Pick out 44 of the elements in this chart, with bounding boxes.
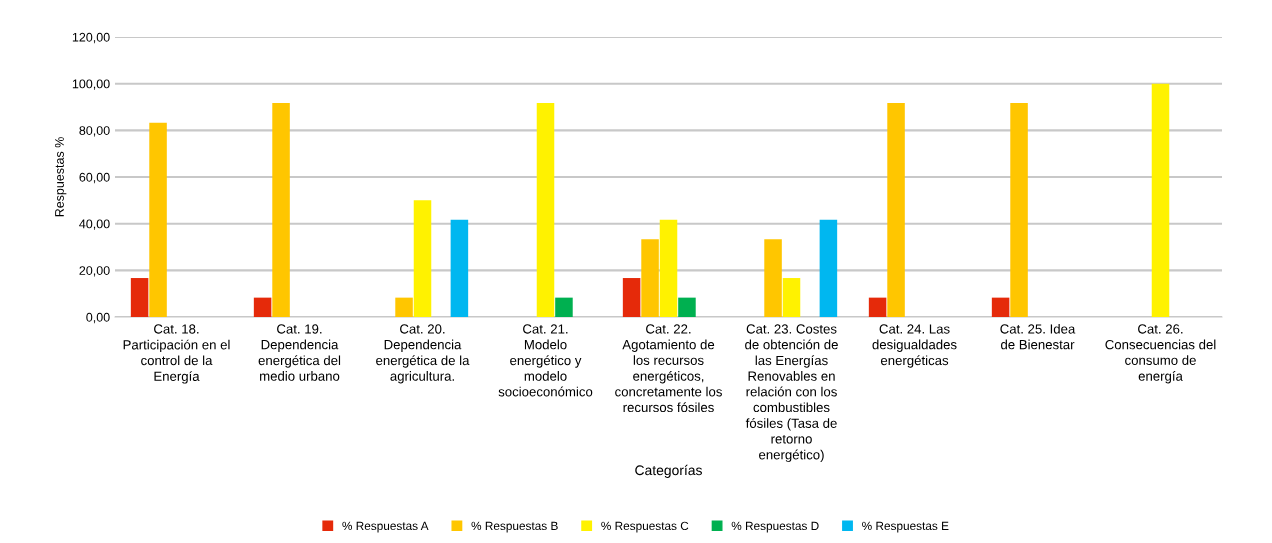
bar [659,219,678,317]
x-axis-title: Categorías [635,464,702,478]
legend-label: % Respuestas B [471,521,558,533]
bar [819,219,838,317]
bar [641,239,659,317]
bar [764,239,782,317]
bar [1010,103,1028,317]
y-tick-label: 100,00 [72,79,110,90]
bar [130,278,149,317]
y-tick-label: 20,00 [79,266,110,277]
legend-label: % Respuestas E [862,521,949,533]
bar [413,200,432,317]
bar [1151,83,1170,317]
legend-label: % Respuestas D [731,521,819,533]
bar [887,103,905,317]
x-tick-label: Cat. 22. Agotamiento de los recursos energéticos, concretamente los recursos fósiles [615,324,722,413]
y-axis-title: Respuestas % [55,137,67,217]
bar [782,278,801,317]
bar [395,297,413,317]
y-tick-label: 60,00 [79,172,110,184]
bar [991,297,1010,317]
x-tick-label: Cat. 21. Modelo energético y modelo socioeconómico [498,324,593,397]
bar [678,297,696,317]
x-tick-label: Cat. 20. Dependencia energética de la agricultura. [376,324,470,384]
x-tick-label: Cat. 19. Dependencia energética del medio urbano [258,324,341,381]
legend-label: % Respuestas C [601,521,689,533]
bar [555,297,573,317]
y-tick-label: 0,00 [86,312,110,324]
x-tick-label: Cat. 26. Consecuencias del consumo de energía [1105,324,1216,384]
bar [149,122,167,317]
x-tick-label: Cat. 24. Las desigualdades energéticas [872,324,957,368]
x-tick-label: Cat. 18. Participación en el control de la Energía [123,324,230,384]
bar [868,297,887,317]
y-tick-label: 120,00 [72,32,110,44]
y-tick-label: 80,00 [79,126,110,137]
y-tick-label: 40,00 [79,219,110,230]
category-label: Cat. 23. Costes de obtención de las Energías Renovables en relación con los combustibles fósiles (Tasa de retorno energético) [745,324,838,463]
bar [253,297,272,317]
legend-label: % Respuestas A [342,521,429,533]
bar [450,219,469,317]
bar [622,278,641,317]
bar [272,103,290,317]
x-tick-label: Cat. 25. Idea de Bienestar [1000,323,1076,350]
bar [536,103,555,317]
